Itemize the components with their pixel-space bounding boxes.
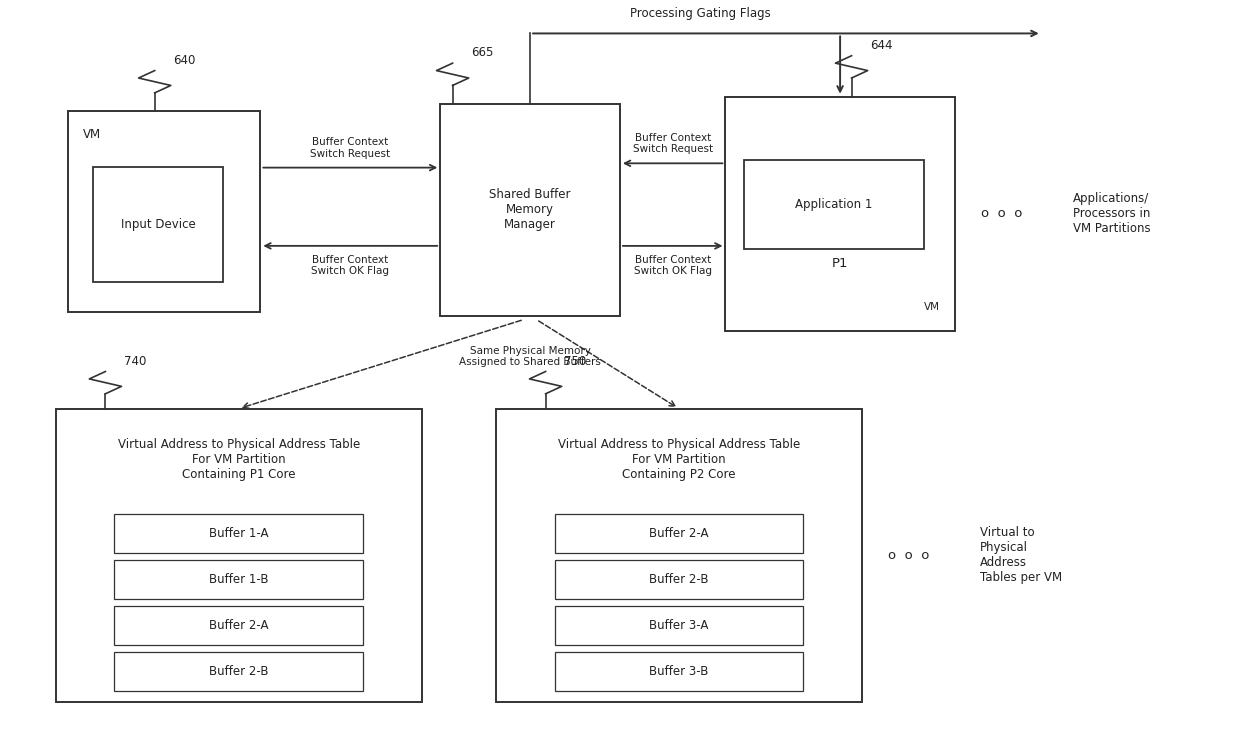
- Text: 750: 750: [564, 355, 587, 368]
- Text: VM: VM: [924, 302, 940, 312]
- Text: Buffer Context
Switch OK Flag: Buffer Context Switch OK Flag: [311, 255, 389, 276]
- Text: 644: 644: [870, 39, 893, 52]
- Text: Virtual Address to Physical Address Table
For VM Partition
Containing P2 Core: Virtual Address to Physical Address Tabl…: [558, 438, 800, 481]
- Bar: [114, 560, 363, 599]
- Text: o  o  o: o o o: [888, 549, 930, 562]
- Text: Input Device: Input Device: [120, 218, 196, 231]
- Text: 640: 640: [174, 54, 196, 67]
- Bar: [554, 606, 804, 645]
- Bar: [554, 652, 804, 691]
- Bar: [554, 514, 804, 553]
- Text: Buffer Context
Switch Request: Buffer Context Switch Request: [632, 133, 713, 155]
- Text: VM: VM: [83, 128, 102, 140]
- Bar: [725, 97, 955, 331]
- Text: Application 1: Application 1: [795, 198, 873, 211]
- Bar: [440, 104, 620, 316]
- Bar: [56, 409, 422, 702]
- Text: Buffer 3-B: Buffer 3-B: [650, 665, 708, 678]
- Text: Buffer 1-B: Buffer 1-B: [210, 573, 268, 586]
- Text: P1: P1: [832, 257, 848, 270]
- Text: Buffer 3-A: Buffer 3-A: [650, 619, 708, 632]
- Text: Buffer Context
Switch Request: Buffer Context Switch Request: [310, 137, 391, 159]
- Bar: [554, 560, 804, 599]
- Text: 740: 740: [124, 355, 146, 368]
- Bar: [93, 167, 223, 282]
- Bar: [114, 652, 363, 691]
- Text: o  o  o: o o o: [981, 207, 1023, 220]
- Text: Processing Gating Flags: Processing Gating Flags: [630, 7, 771, 20]
- Text: Buffer 2-A: Buffer 2-A: [650, 527, 708, 540]
- Bar: [496, 409, 862, 702]
- Text: Virtual Address to Physical Address Table
For VM Partition
Containing P1 Core: Virtual Address to Physical Address Tabl…: [118, 438, 360, 481]
- Text: Virtual to
Physical
Address
Tables per VM: Virtual to Physical Address Tables per V…: [980, 526, 1061, 585]
- Text: Applications/
Processors in
VM Partitions: Applications/ Processors in VM Partition…: [1073, 192, 1151, 235]
- Text: Same Physical Memory
Assigned to Shared Buffers: Same Physical Memory Assigned to Shared …: [459, 345, 601, 368]
- Text: Buffer 2-A: Buffer 2-A: [210, 619, 268, 632]
- Bar: [68, 111, 260, 312]
- Bar: [114, 514, 363, 553]
- Text: Shared Buffer
Memory
Manager: Shared Buffer Memory Manager: [490, 189, 570, 231]
- Bar: [114, 606, 363, 645]
- Bar: [744, 160, 924, 249]
- Text: Buffer 2-B: Buffer 2-B: [650, 573, 708, 586]
- Text: Buffer Context
Switch OK Flag: Buffer Context Switch OK Flag: [634, 255, 712, 276]
- Text: Buffer 2-B: Buffer 2-B: [210, 665, 268, 678]
- Text: 665: 665: [471, 47, 494, 59]
- Text: Buffer 1-A: Buffer 1-A: [210, 527, 268, 540]
